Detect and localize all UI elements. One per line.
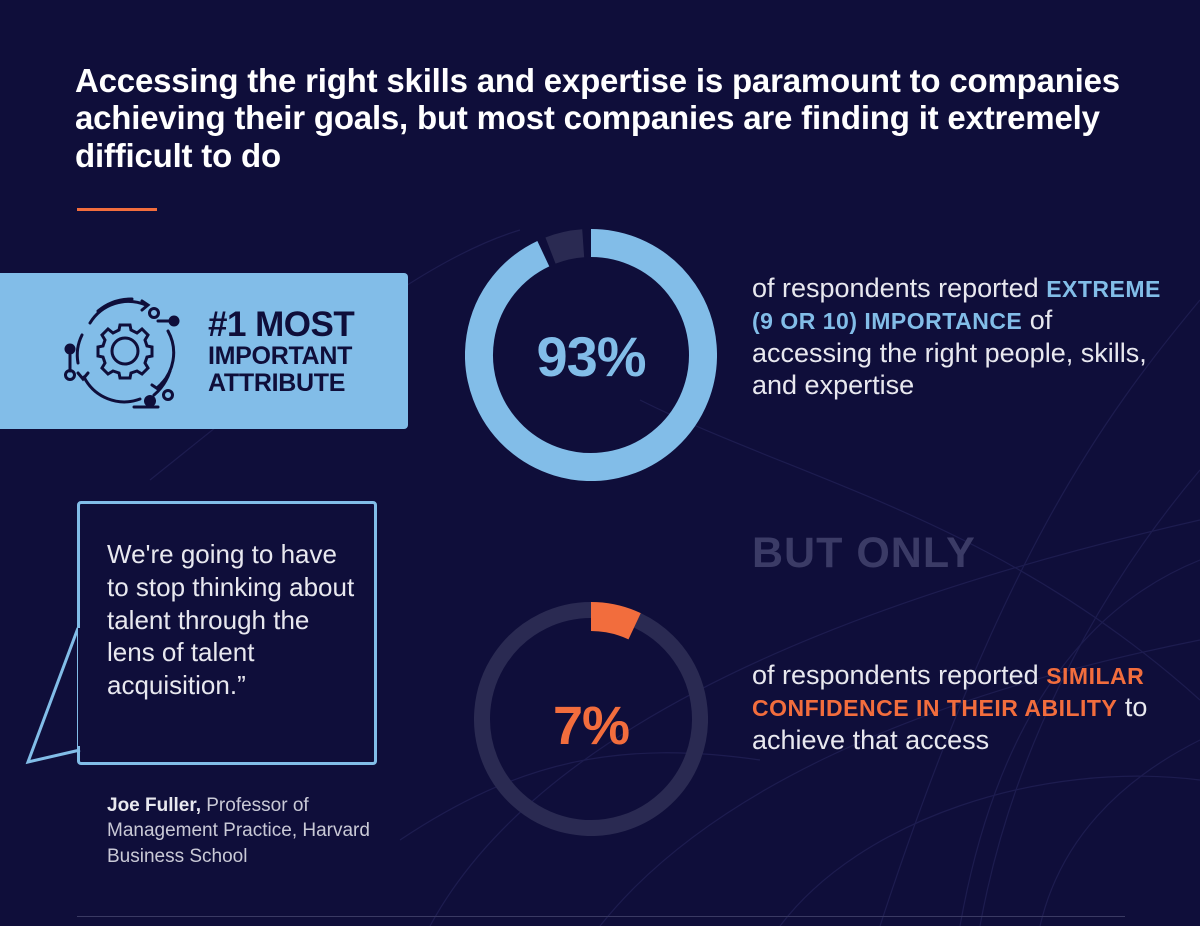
stat1-description: of respondents reported EXTREME (9 OR 10… xyxy=(752,272,1172,402)
stat2-post: to achieve that access xyxy=(752,692,1148,755)
attribute-label: #1 MOST IMPORTANT ATTRIBUTE xyxy=(208,305,355,397)
quote-attribution: Joe Fuller, Professor of Management Prac… xyxy=(107,793,387,869)
donut-93-track xyxy=(545,229,585,264)
donut-value-7: 7% xyxy=(552,696,630,756)
stat2-description: of respondents reported SIMILAR CONFIDEN… xyxy=(752,659,1172,756)
attribute-panel: #1 MOST IMPORTANT ATTRIBUTE xyxy=(0,273,408,429)
donut-7-track xyxy=(474,602,708,836)
quote-text: We're going to have to stop thinking abo… xyxy=(107,539,355,700)
donut-chart-7 xyxy=(474,602,708,836)
donut-93-value-arc xyxy=(465,229,717,481)
gear-cycle-icon xyxy=(64,297,180,409)
attribute-line1: #1 MOST xyxy=(208,305,355,344)
but-only-divider: BUT ONLY xyxy=(752,529,976,577)
attribute-line3: ATTRIBUTE xyxy=(208,369,346,397)
donut-chart-93 xyxy=(465,229,717,481)
stat2-pre: of respondents reported xyxy=(752,660,1047,690)
quote-author: Joe Fuller, xyxy=(107,795,201,816)
stat1-post: of accessing the right people, skills, a… xyxy=(752,305,1147,401)
quote-tail-mask xyxy=(78,628,84,746)
quote-box: We're going to have to stop thinking abo… xyxy=(77,501,377,765)
quote-tail xyxy=(25,627,81,765)
donut-value-93: 93% xyxy=(536,325,646,388)
stat1-highlight: EXTREME (9 OR 10) IMPORTANCE xyxy=(752,276,1161,335)
donut-7-value-arc xyxy=(591,602,641,640)
bottom-rule xyxy=(77,916,1125,917)
accent-rule xyxy=(77,208,157,211)
headline: Accessing the right skills and expertise… xyxy=(75,62,1120,174)
stat1-pre: of respondents reported xyxy=(752,273,1047,303)
stat2-highlight: SIMILAR CONFIDENCE IN THEIR ABILITY xyxy=(752,663,1145,722)
attribute-line2: IMPORTANT xyxy=(208,342,353,370)
quote-author-title: Professor of Management Practice, Harvar… xyxy=(107,795,370,867)
